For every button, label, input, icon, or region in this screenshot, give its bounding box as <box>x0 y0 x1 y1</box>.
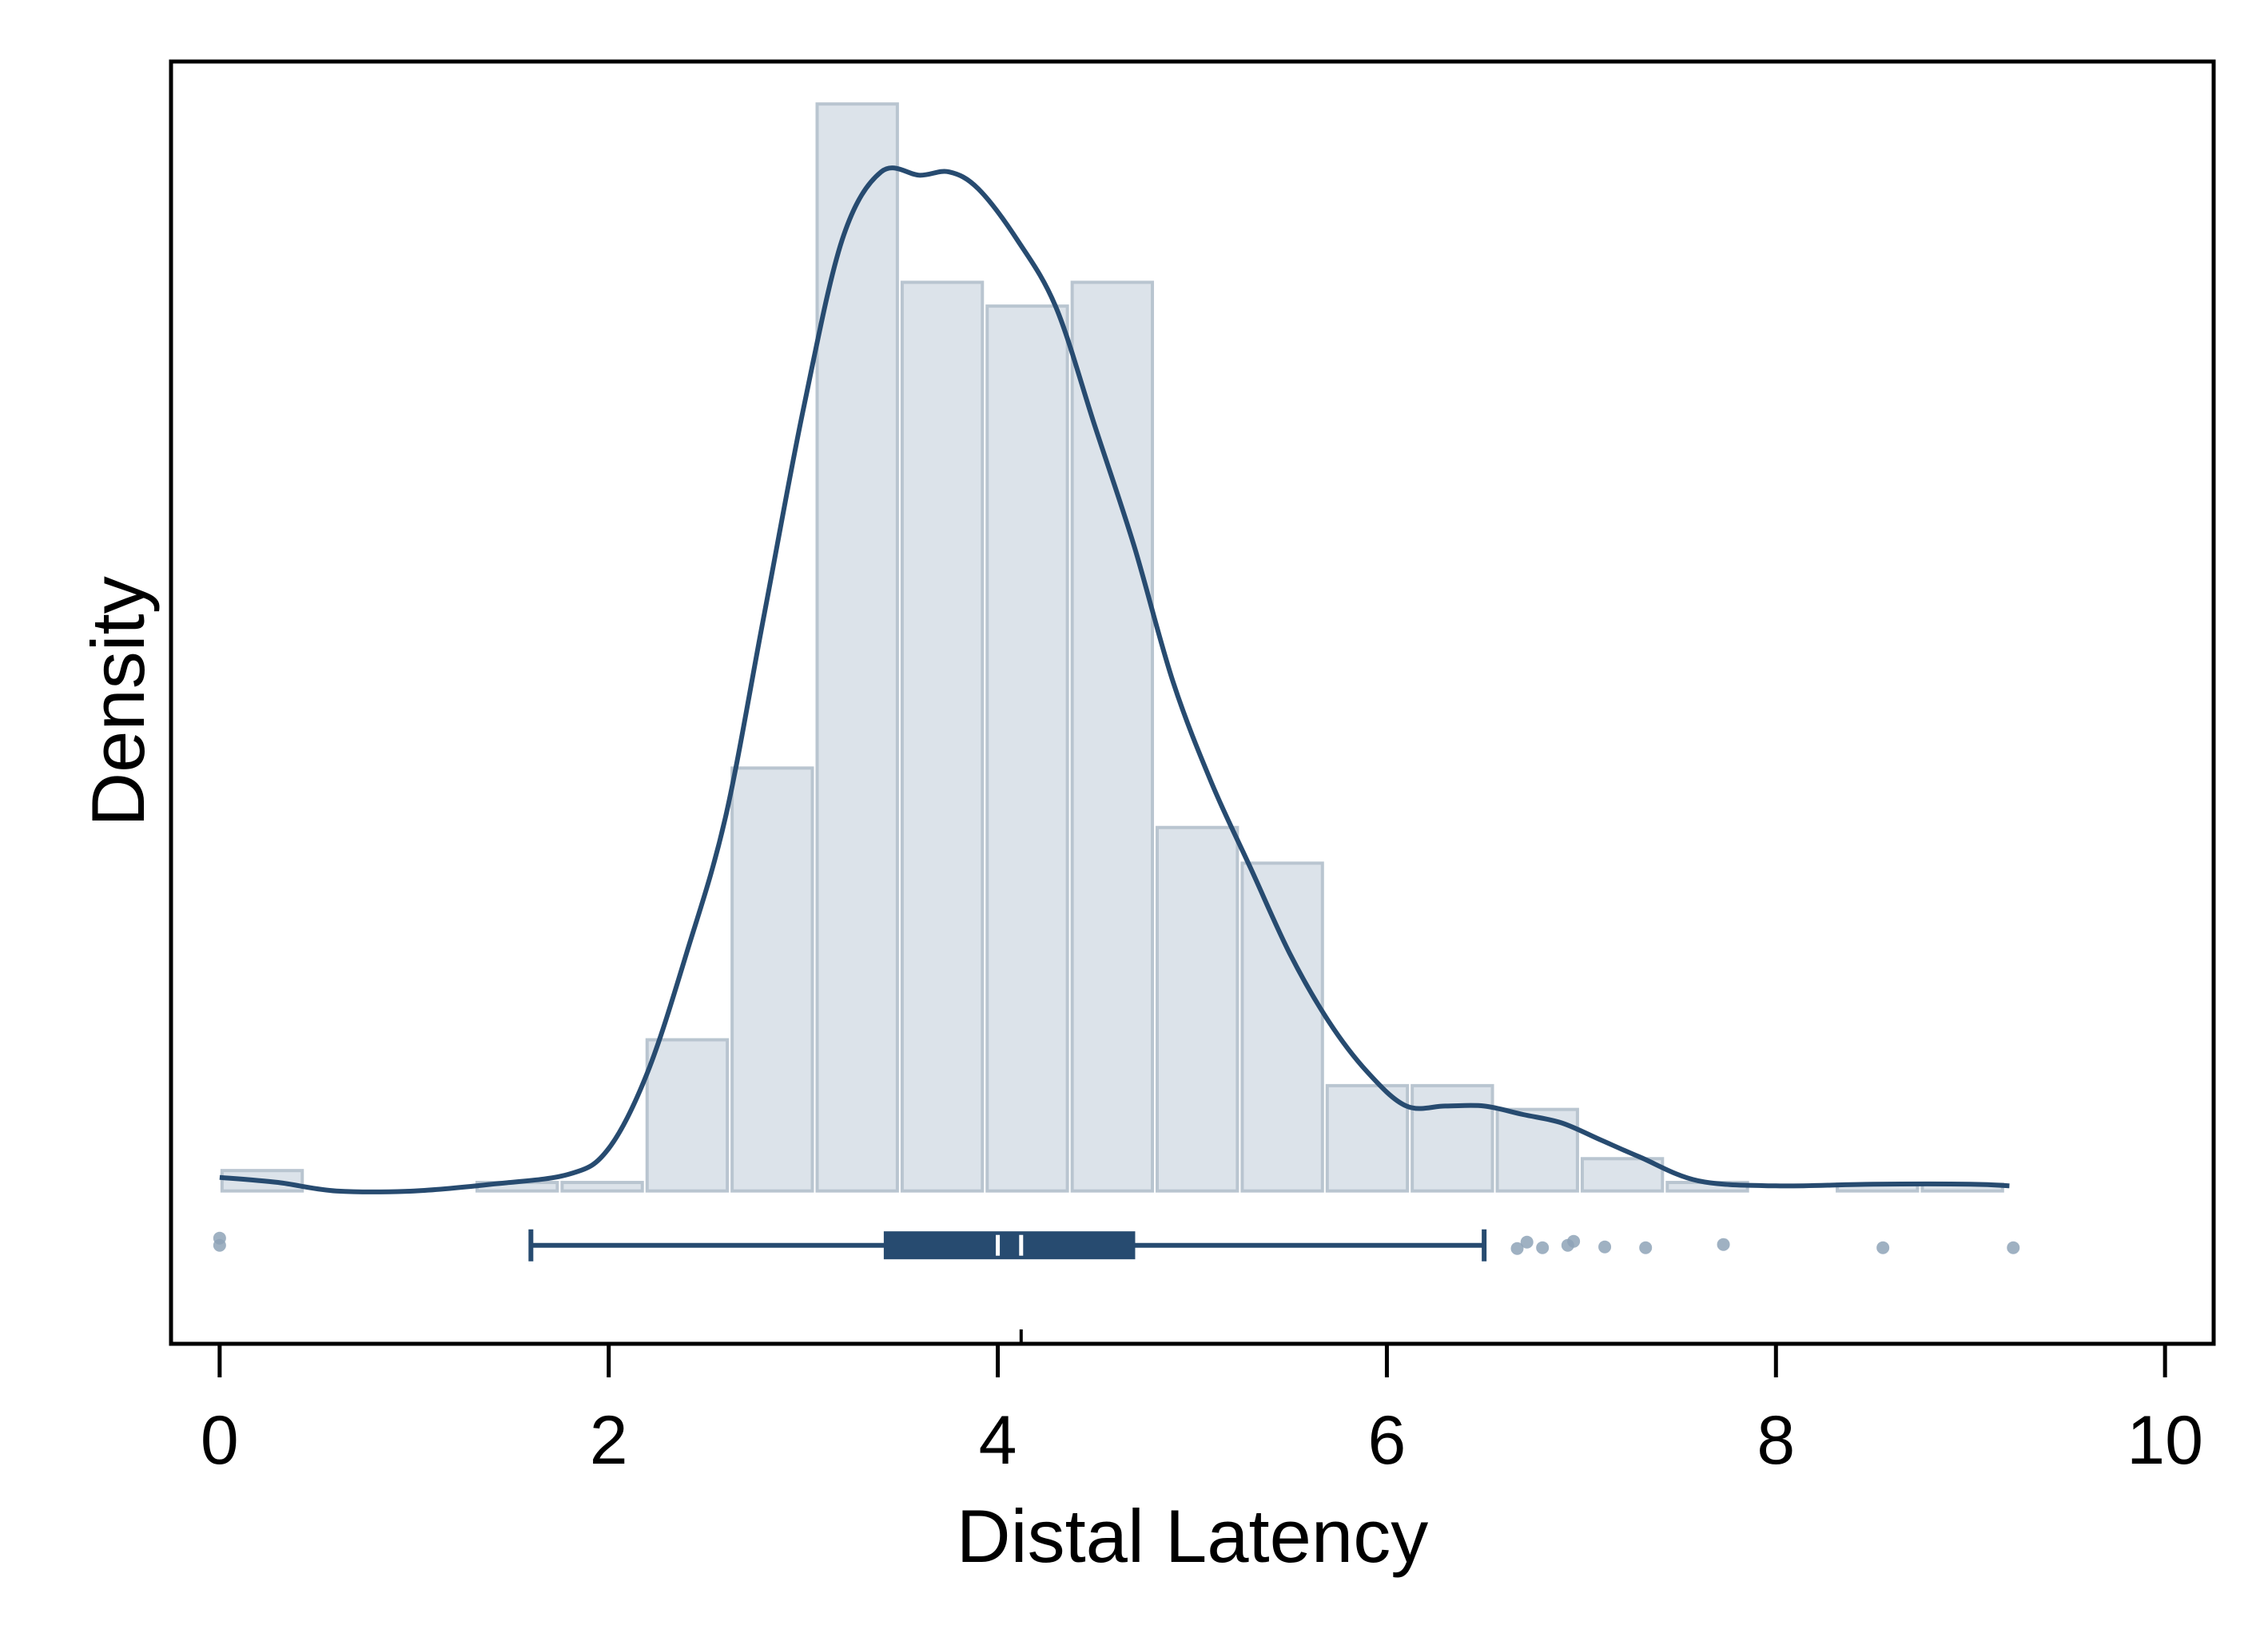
x-tick-label: 10 <box>2127 1402 2203 1479</box>
outlier-point <box>2007 1241 2020 1254</box>
histogram-bar <box>1411 1083 1494 1193</box>
outlier-point <box>1876 1241 1890 1254</box>
y-axis-title: Density <box>76 576 160 826</box>
x-axis: 0 2 4 6 8 10 <box>201 1329 2203 1479</box>
histogram-bars <box>220 102 2004 1193</box>
histogram-bar <box>1070 280 1155 1193</box>
histogram-bar <box>730 766 814 1193</box>
histogram-bar <box>985 304 1069 1193</box>
interquartile-box <box>883 1231 1136 1260</box>
histogram-bar <box>1240 861 1324 1193</box>
histogram-bar <box>1325 1083 1410 1193</box>
outlier-point <box>1520 1235 1534 1249</box>
x-tick-label: 6 <box>1368 1402 1407 1479</box>
histogram-bar <box>900 280 985 1193</box>
outlier-point <box>1536 1241 1550 1254</box>
histogram-bar <box>560 1181 644 1193</box>
kde-line <box>219 165 2010 1194</box>
outlier-point <box>1598 1240 1612 1254</box>
outlier-point <box>1510 1242 1524 1255</box>
x-tick-label: 0 <box>201 1402 239 1479</box>
x-tick-label: 8 <box>1757 1402 1795 1479</box>
outlier-point <box>1567 1234 1581 1248</box>
x-tick-label: 4 <box>979 1402 1017 1479</box>
boxplot <box>528 1229 1487 1262</box>
outlier-points <box>213 1231 2020 1255</box>
plot-frame <box>169 59 2216 1346</box>
histogram-bar <box>1495 1107 1579 1193</box>
outlier-point <box>1717 1238 1730 1251</box>
histogram-bar <box>1156 825 1239 1193</box>
x-axis-title: Distal Latency <box>957 1494 1428 1578</box>
density-curve <box>219 165 2010 1194</box>
outlier-point <box>213 1231 226 1245</box>
x-tick-label: 2 <box>590 1402 628 1479</box>
histogram-bar <box>1580 1157 1665 1193</box>
histogram-bar <box>815 102 899 1193</box>
histogram-bar <box>645 1038 730 1193</box>
outlier-point <box>1639 1241 1653 1254</box>
